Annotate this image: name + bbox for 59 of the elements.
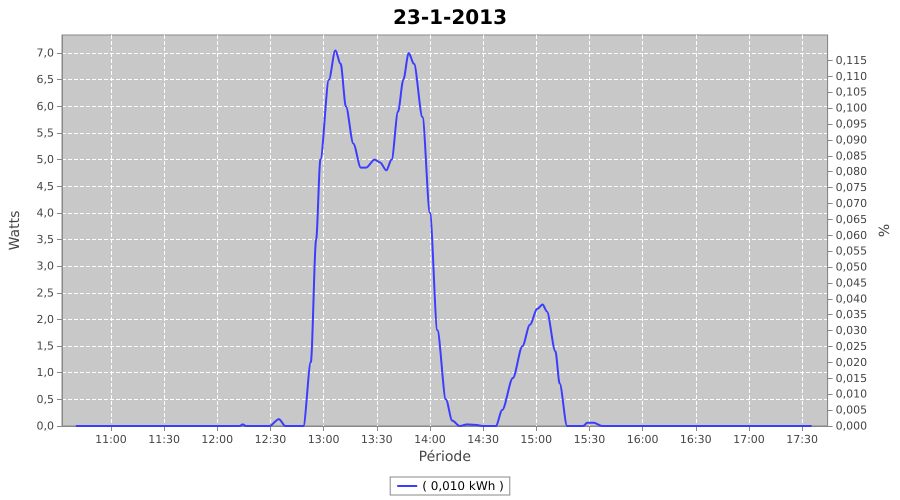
y-tick-label: 1,0 <box>36 366 54 380</box>
y-tick-label: 4,5 <box>36 180 54 193</box>
x-tick-label: 17:30 <box>786 433 818 446</box>
x-tick-label: 12:30 <box>254 433 286 446</box>
x-tick-label: 17:00 <box>733 433 765 446</box>
y2-tick-label: 0,090 <box>836 133 868 146</box>
y2-tick-label: 0,035 <box>836 308 868 322</box>
x-tick-label: 11:30 <box>148 433 180 446</box>
y-tick-label: 6,0 <box>36 100 54 113</box>
y-tick-label: 2,0 <box>36 312 54 326</box>
y2-axis-title: % <box>877 224 893 238</box>
y2-tick-label: 0,110 <box>836 70 868 83</box>
y-tick-label: 2,5 <box>36 286 54 300</box>
x-tick-label: 16:00 <box>626 433 658 446</box>
y2-tick-label: 0,010 <box>836 388 868 401</box>
legend-label: ( 0,010 kWh ) <box>422 479 504 493</box>
y-tick-label: 0,5 <box>36 392 54 406</box>
y-tick-label: 3,5 <box>36 233 54 246</box>
y2-tick-label: 0,045 <box>836 276 868 290</box>
y2-tick-label: 0,030 <box>836 324 868 338</box>
x-tick-label: 13:30 <box>360 433 393 446</box>
y-tick-label: 3,0 <box>36 260 54 273</box>
x-tick-label: 16:30 <box>680 433 712 446</box>
y2-tick-label: 0,005 <box>836 404 868 417</box>
x-tick-label: 14:00 <box>414 433 446 446</box>
x-tick-label: 13:00 <box>308 433 340 446</box>
y2-tick-label: 0,065 <box>836 212 868 226</box>
y2-tick-label: 0,040 <box>836 292 868 306</box>
line-series <box>74 49 813 427</box>
chart-title: 23-1-2013 <box>392 5 508 29</box>
x-tick-label: 12:00 <box>201 433 234 446</box>
y2-tick-label: 0,060 <box>836 228 868 242</box>
y2-tick-label: 0,015 <box>836 372 868 385</box>
y-tick-label: 0,0 <box>36 420 54 432</box>
x-tick-label: 11:00 <box>95 433 127 446</box>
y2-tick-label: 0,025 <box>836 340 868 354</box>
y2-tick-label: 0,055 <box>836 244 868 258</box>
y2-tick-label: 0,050 <box>836 260 868 274</box>
y2-tick-label: 0,020 <box>836 356 868 369</box>
y2-tick-label: 0,075 <box>836 181 868 194</box>
y2-tick-label: 0,115 <box>836 54 868 67</box>
y-tick-label: 4,0 <box>36 206 54 220</box>
y2-tick-label: 0,095 <box>836 118 868 131</box>
x-tick-label: 14:30 <box>467 433 499 446</box>
y-tick-label: 1,5 <box>36 340 54 353</box>
y2-tick-label: 0,070 <box>836 196 868 210</box>
x-tick-label: 15:00 <box>520 433 552 446</box>
y-tick-label: 5,0 <box>36 153 54 166</box>
y2-tick-label: 0,100 <box>836 102 868 115</box>
y-tick-label: 7,0 <box>36 46 54 60</box>
y2-tick-label: 0,000 <box>836 420 868 432</box>
y2-tick-label: 0,085 <box>836 149 868 162</box>
y2-tick-label: 0,080 <box>836 165 868 178</box>
y-tick-label: 6,5 <box>36 73 54 86</box>
y-tick-label: 5,5 <box>36 126 54 140</box>
y2-tick-label: 0,105 <box>836 86 868 99</box>
y-axis-title: Watts <box>7 210 23 250</box>
x-axis-title: Période <box>418 449 471 465</box>
x-tick-label: 15:30 <box>574 433 606 446</box>
